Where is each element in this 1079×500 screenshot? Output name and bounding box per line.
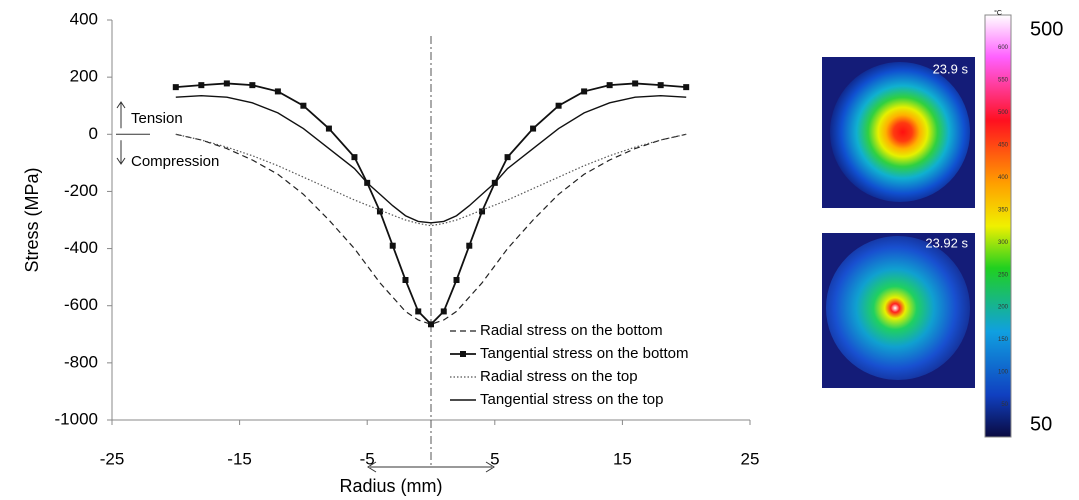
x-tick-label: -15 — [227, 449, 252, 468]
time-label: 23.9 s — [933, 61, 969, 76]
series-line — [175, 95, 687, 224]
legend-label: Radial stress on the bottom — [480, 322, 663, 339]
legend-marker — [460, 351, 466, 357]
marker — [657, 82, 664, 89]
marker — [683, 84, 690, 91]
series-line — [175, 133, 687, 325]
y-tick-label: -800 — [64, 352, 98, 371]
marker — [198, 82, 205, 89]
colorbar-tick-label: 550 — [998, 78, 1009, 84]
marker — [389, 242, 396, 249]
y-tick-label: -600 — [64, 295, 98, 314]
colorbar-tick-label: 250 — [998, 272, 1009, 278]
x-tick-label: 25 — [741, 449, 760, 468]
marker — [376, 208, 383, 215]
y-tick-label: 0 — [89, 124, 98, 143]
colorbar-tick-label: 600 — [998, 45, 1009, 51]
x-tick-label: -25 — [100, 449, 125, 468]
time-label: 23.92 s — [925, 235, 968, 250]
colorbar-tick-label: 350 — [998, 207, 1009, 213]
colorbar-tick-label: 500 — [998, 110, 1009, 116]
x-axis-label: Radius (mm) — [339, 476, 442, 496]
series-line — [175, 133, 687, 227]
marker — [555, 102, 562, 109]
colorbar-tick-label: 300 — [998, 240, 1009, 246]
compression-arrow — [116, 140, 126, 165]
marker — [274, 88, 281, 95]
marker — [440, 308, 447, 315]
marker — [606, 82, 613, 89]
thermal-disk — [830, 62, 970, 202]
legend-label: Radial stress on the top — [480, 368, 638, 385]
y-axis-label: Stress (MPa) — [22, 167, 42, 272]
marker — [249, 82, 256, 89]
marker — [453, 277, 460, 283]
colorbar-tick-label: 50 — [1001, 402, 1008, 408]
colorbar — [984, 14, 1012, 438]
y-tick-label: -400 — [64, 238, 98, 257]
y-tick-label: 200 — [70, 67, 98, 86]
x-tick-label: 5 — [490, 449, 499, 468]
y-tick-label: -200 — [64, 181, 98, 200]
arrow-head — [367, 461, 495, 473]
legend-label: Tangential stress on the top — [480, 391, 663, 408]
marker — [325, 125, 332, 132]
x-tick-label: -5 — [360, 449, 375, 468]
marker — [530, 125, 537, 132]
marker — [479, 208, 486, 215]
x-tick-label: 15 — [613, 449, 632, 468]
marker — [504, 154, 511, 161]
y-tick-label: -1000 — [55, 409, 98, 428]
marker — [351, 154, 358, 161]
legend-label: Tangential stress on the bottom — [480, 345, 688, 362]
annotation: Compression — [131, 153, 219, 170]
colorbar-min-label: 50 — [1030, 413, 1052, 435]
marker — [402, 277, 409, 283]
colorbar-tick-label: 100 — [998, 370, 1009, 376]
thermal-disk — [826, 236, 970, 380]
colorbar-tick-label: 200 — [998, 305, 1009, 311]
y-tick-label: 400 — [70, 9, 98, 28]
marker — [581, 88, 588, 95]
colorbar-tick-label: 450 — [998, 142, 1009, 148]
colorbar-tick-label: 150 — [998, 337, 1009, 343]
colorbar-tick-label: 400 — [998, 175, 1009, 181]
marker — [428, 321, 434, 328]
colorbar-max-label: 500 — [1030, 18, 1063, 40]
marker — [223, 80, 230, 87]
tension-arrow — [116, 101, 126, 129]
marker — [172, 84, 179, 91]
marker — [466, 242, 473, 249]
marker — [632, 80, 639, 87]
marker — [415, 308, 422, 315]
colorbar-unit: °C — [994, 9, 1002, 17]
marker — [300, 102, 307, 109]
annotation: Tension — [131, 110, 183, 127]
